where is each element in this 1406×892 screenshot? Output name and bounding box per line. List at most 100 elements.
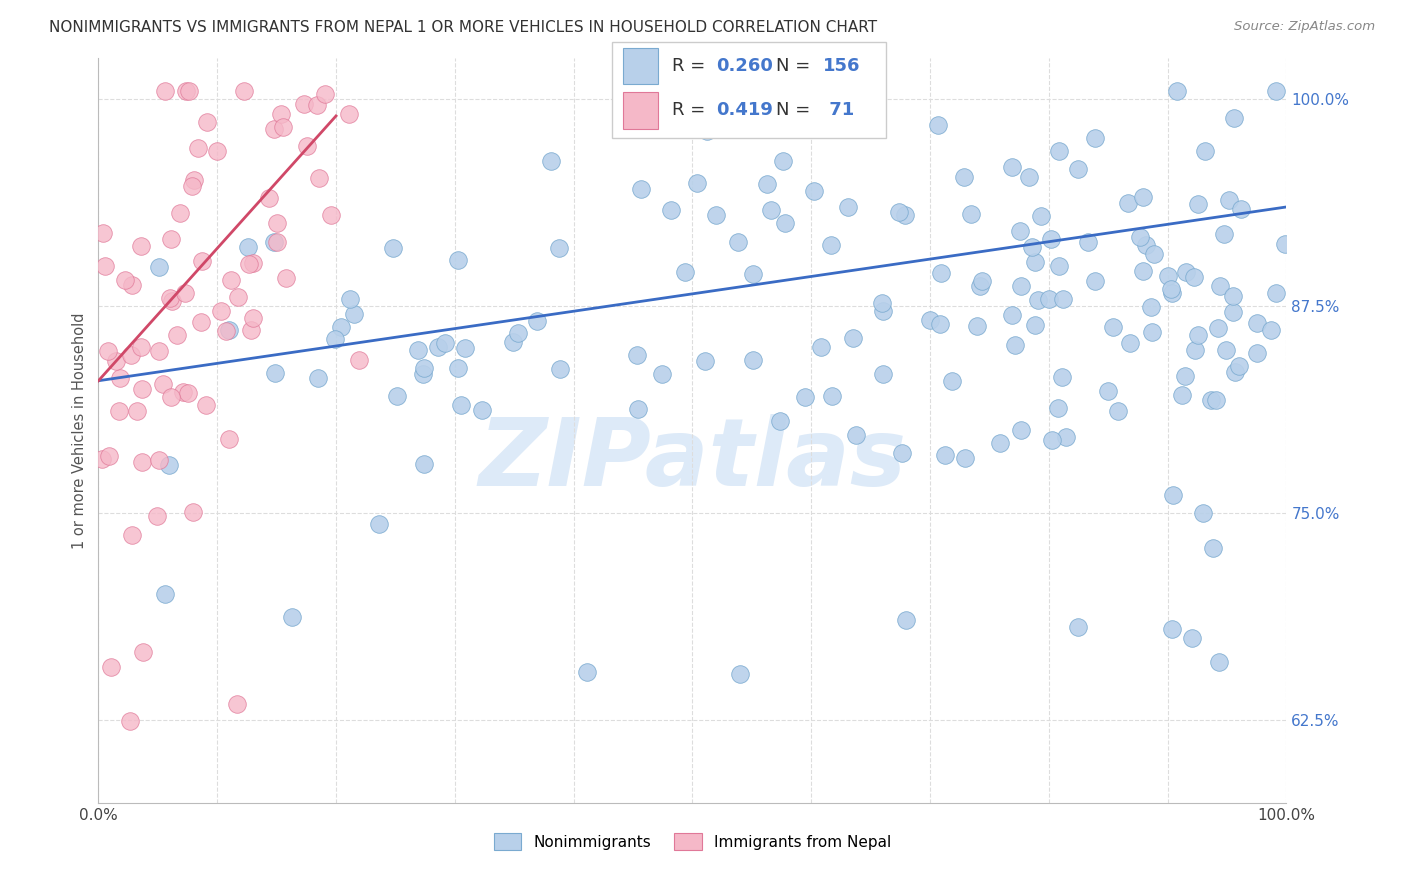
Point bbox=[1201, 541, 1223, 555]
Point bbox=[194, 398, 217, 412]
Point bbox=[1160, 282, 1182, 296]
Point bbox=[960, 207, 983, 221]
Point bbox=[314, 87, 336, 101]
Point bbox=[890, 445, 912, 459]
Point bbox=[627, 402, 650, 417]
Point bbox=[181, 505, 204, 519]
Point bbox=[929, 266, 952, 280]
Point bbox=[209, 304, 232, 318]
Point bbox=[447, 252, 470, 267]
Point bbox=[160, 232, 183, 246]
Point bbox=[1107, 403, 1129, 417]
Point bbox=[1116, 196, 1139, 211]
Point bbox=[1222, 305, 1244, 319]
Point bbox=[837, 201, 859, 215]
Point bbox=[1143, 247, 1166, 261]
Point bbox=[367, 516, 389, 531]
Point bbox=[1129, 230, 1152, 244]
Point bbox=[1047, 401, 1070, 416]
Point bbox=[218, 433, 240, 447]
Point bbox=[1042, 433, 1064, 447]
Point bbox=[131, 239, 153, 253]
Point bbox=[870, 295, 893, 310]
Point bbox=[759, 203, 782, 218]
Point bbox=[1161, 488, 1184, 502]
Point bbox=[177, 84, 200, 98]
Text: 0.260: 0.260 bbox=[716, 56, 773, 75]
Point bbox=[146, 508, 169, 523]
Point bbox=[1047, 260, 1070, 274]
Point bbox=[266, 235, 288, 249]
Point bbox=[626, 348, 648, 362]
Point bbox=[427, 340, 450, 354]
Point bbox=[281, 609, 304, 624]
Point bbox=[195, 115, 218, 129]
Point bbox=[1004, 338, 1026, 352]
Point bbox=[1101, 320, 1123, 334]
Point bbox=[1067, 162, 1090, 177]
Point bbox=[292, 97, 315, 112]
Point bbox=[226, 290, 249, 304]
Point bbox=[159, 390, 181, 404]
Point bbox=[1050, 370, 1073, 384]
Point bbox=[1001, 308, 1024, 322]
Point bbox=[927, 118, 949, 132]
Point bbox=[1018, 170, 1040, 185]
Point bbox=[1038, 292, 1060, 306]
Point bbox=[821, 389, 844, 403]
Point bbox=[1274, 236, 1296, 251]
Point bbox=[169, 206, 191, 220]
Point bbox=[339, 292, 361, 306]
Point bbox=[471, 402, 494, 417]
Point bbox=[1140, 325, 1163, 339]
Point bbox=[742, 268, 765, 282]
Bar bbox=[623, 47, 658, 85]
Point bbox=[742, 353, 765, 368]
Point bbox=[969, 278, 991, 293]
Point bbox=[686, 176, 709, 190]
Point bbox=[772, 153, 794, 168]
Point bbox=[270, 107, 292, 121]
Point bbox=[1040, 232, 1063, 246]
Point bbox=[205, 144, 228, 158]
Point bbox=[775, 217, 797, 231]
Point bbox=[129, 340, 152, 354]
Point bbox=[1181, 631, 1204, 645]
Point bbox=[803, 184, 825, 198]
Point bbox=[1227, 359, 1250, 373]
Point bbox=[1021, 240, 1043, 254]
Point bbox=[1010, 224, 1032, 238]
Point bbox=[321, 208, 343, 222]
Point bbox=[1194, 145, 1216, 159]
Point bbox=[1054, 430, 1077, 444]
Point bbox=[1160, 622, 1182, 636]
Point bbox=[1140, 300, 1163, 314]
Point bbox=[1161, 285, 1184, 300]
Text: Source: ZipAtlas.com: Source: ZipAtlas.com bbox=[1234, 20, 1375, 33]
Point bbox=[1174, 265, 1197, 279]
Point bbox=[176, 386, 198, 401]
Text: N =: N = bbox=[776, 102, 815, 120]
Point bbox=[506, 326, 529, 340]
Point bbox=[174, 84, 197, 98]
Point bbox=[1246, 316, 1268, 330]
Point bbox=[159, 292, 181, 306]
Point bbox=[153, 84, 176, 98]
Point bbox=[180, 179, 202, 194]
Bar bbox=[623, 92, 658, 128]
Point bbox=[131, 382, 153, 396]
Point bbox=[148, 260, 170, 274]
Point bbox=[1084, 131, 1107, 145]
Point bbox=[630, 182, 652, 196]
Text: R =: R = bbox=[672, 56, 711, 75]
Point bbox=[219, 273, 242, 287]
Point bbox=[540, 154, 562, 169]
Point bbox=[1132, 264, 1154, 278]
Point bbox=[108, 404, 131, 418]
Point bbox=[920, 313, 942, 327]
Point bbox=[1157, 269, 1180, 284]
Point bbox=[93, 259, 115, 273]
Point bbox=[91, 226, 114, 240]
Point bbox=[1171, 388, 1194, 402]
Point bbox=[183, 173, 205, 187]
